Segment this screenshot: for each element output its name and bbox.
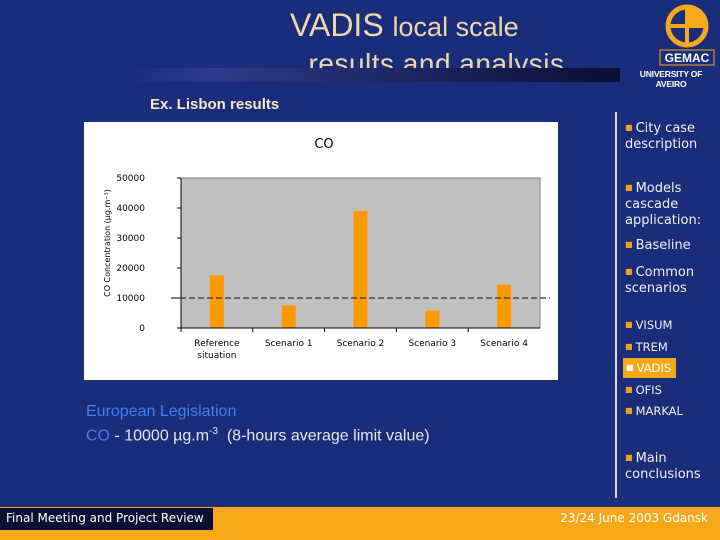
bullet-icon: ■: [626, 363, 634, 372]
footer-event-date: 23/24 June 2003 Gdansk: [560, 511, 708, 525]
sidebar-item-city-case[interactable]: ■ City case description: [625, 120, 697, 153]
sidebar-item-label: Models: [635, 181, 682, 196]
sidebar-item-label: conclusions: [625, 467, 701, 482]
sidebar-item-label: VISUM: [635, 318, 673, 332]
y-tick-label: 30000: [116, 234, 145, 244]
bar-scenario-4: [497, 284, 512, 328]
bar-reference-situation: [209, 275, 224, 328]
bar-scenario-3: [425, 310, 440, 328]
legislation-heading: European Legislation: [86, 403, 237, 420]
co-bar-chart: CO 0 10000 20000 30000 40000 50000 CO Concentra…: [103, 137, 550, 361]
bullet-icon: ■: [625, 453, 633, 462]
title-word-vadis: VADIS: [290, 7, 384, 43]
bullet-icon: ■: [625, 123, 633, 132]
y-tick-label: 40000: [116, 204, 145, 214]
x-category-label: Scenario 4: [480, 339, 528, 349]
sidebar-item-trem[interactable]: ■ TREM: [625, 339, 668, 355]
bar-scenario-1: [281, 305, 296, 328]
bullet-icon: ■: [625, 385, 633, 394]
bullet-icon: ■: [625, 183, 633, 192]
logo-brand-text: GEMAC: [665, 51, 710, 65]
y-axis-label: CO Concentration (µg.m⁻³): [103, 189, 112, 297]
sidebar-item-ofis[interactable]: ■ OFIS: [625, 382, 662, 398]
y-tick-label: 20000: [116, 264, 145, 274]
title-underline-bar: [125, 68, 620, 82]
sidebar-item-visum[interactable]: ■ VISUM: [625, 317, 672, 333]
sidebar-item-markal[interactable]: ■ MARKAL: [625, 403, 683, 419]
example-label: Ex. Lisbon results: [150, 96, 280, 113]
sidebar-item-common-scenarios[interactable]: ■ Common scenarios: [625, 264, 694, 297]
sidebar-item-label: MARKAL: [635, 404, 683, 418]
sidebar-item-label: VADIS: [636, 361, 672, 375]
x-category-label: Reference: [194, 339, 240, 349]
sidebar-item-label: City case: [635, 121, 696, 136]
title-word-local-scale: local scale: [392, 12, 519, 42]
x-category-label: Scenario 1: [265, 339, 313, 349]
legislation-exponent: -3: [209, 426, 218, 437]
bullet-icon: ■: [625, 267, 633, 276]
y-tick-label: 0: [139, 324, 145, 334]
bullet-icon: ■: [625, 342, 633, 351]
sidebar-item-label: cascade: [625, 197, 679, 212]
sidebar-nav: ■ City case description ■ Models cascade appl…: [615, 112, 720, 498]
sidebar-item-label: description: [625, 137, 698, 152]
bullet-icon: ■: [625, 240, 633, 249]
sidebar-item-models-cascade[interactable]: ■ Models cascade application:: [625, 180, 701, 229]
x-category-label: Scenario 3: [408, 339, 456, 349]
co-chart: CO 0 10000 20000 30000 40000 50000 CO Concentra…: [84, 122, 558, 380]
gemac-logo: GEMAC: [656, 0, 718, 70]
bullet-icon: ■: [625, 320, 633, 329]
sidebar-item-label: application:: [625, 213, 702, 228]
legislation-limit-text: CO - 10000 µg.m-3 (8-hours average limit…: [86, 422, 430, 446]
chart-title: CO: [314, 137, 333, 152]
x-category-label: situation: [197, 351, 236, 361]
sidebar-item-label: Baseline: [635, 238, 691, 253]
y-tick-label: 10000: [116, 294, 145, 304]
sidebar-item-label: scenarios: [625, 281, 687, 296]
bar-scenario-2: [353, 211, 368, 328]
footer-left-panel: [0, 508, 213, 530]
legislation-value: - 10000 µg.m: [110, 427, 210, 445]
title-line-1: VADIS local scale: [290, 6, 620, 46]
sidebar-item-baseline[interactable]: ■ Baseline: [625, 237, 691, 254]
sidebar-item-vadis[interactable]: ■ VADIS: [623, 358, 677, 378]
sidebar-item-label: TREM: [635, 340, 668, 354]
sidebar-item-main-conclusions[interactable]: ■ Main conclusions: [625, 450, 701, 483]
footer-event-name: Final Meeting and Project Review: [6, 511, 204, 525]
legislation-pollutant: CO: [86, 427, 110, 445]
y-tick-label: 50000: [116, 174, 145, 184]
x-category-label: Scenario 2: [337, 339, 385, 349]
bullet-icon: ■: [625, 406, 633, 415]
university-label: UNIVERSITY OF AVEIRO: [639, 69, 703, 89]
sidebar-item-label: Main: [635, 451, 667, 466]
sidebar-item-label: Common: [635, 265, 695, 280]
sidebar-item-label: OFIS: [635, 383, 662, 397]
legislation-note: European Legislation CO - 10000 µg.m-3 (…: [86, 402, 430, 446]
legislation-averaging-note: (8-hours average limit value): [217, 427, 430, 445]
